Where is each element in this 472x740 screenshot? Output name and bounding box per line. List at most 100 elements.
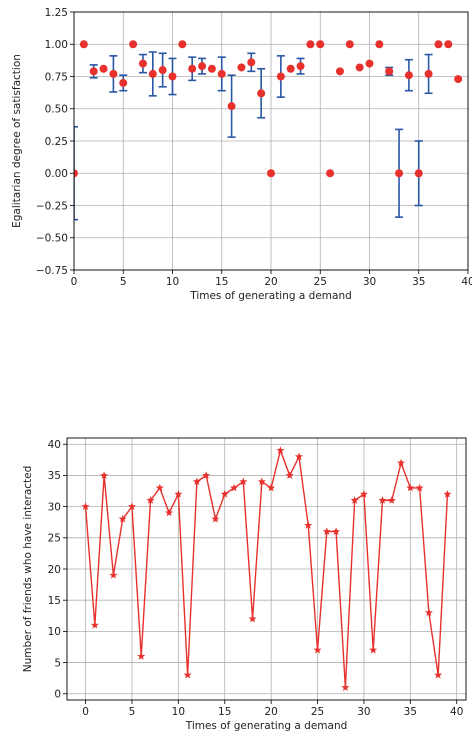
data-point-18 [248,614,257,623]
y-tick-label-5: 25 [48,533,61,545]
data-point-38 [444,40,453,49]
data-point-9 [158,66,167,75]
x-tick-label-4: 20 [264,706,277,718]
data-point-32 [385,67,394,76]
data-point-21 [276,72,285,81]
data-point-3 [109,571,118,579]
data-point-6 [129,40,138,49]
data-point-30 [365,59,374,68]
y-tick-label-2: 10 [48,626,61,638]
y-tick-label-0: 0 [54,689,61,701]
y-axis-label: Number of friends who have interacted [22,466,34,673]
data-point-22 [286,64,295,73]
data-point-0 [81,502,90,511]
data-point-35 [406,483,415,492]
data-point-32 [378,496,387,504]
data-point-33 [395,169,404,178]
x-tick-label-4: 20 [264,276,277,288]
data-point-14 [207,64,216,73]
x-tick-label-8: 40 [450,706,463,718]
x-tick-label-1: 5 [120,276,127,288]
data-point-25 [313,645,322,654]
data-point-9 [165,508,174,517]
data-point-35 [414,169,423,178]
data-point-4 [118,514,127,523]
data-point-31 [375,40,384,49]
data-point-28 [345,40,354,49]
data-point-7 [138,59,147,68]
x-tick-label-0: 0 [71,276,78,288]
y-tick-label-4: 0.25 [45,136,68,148]
y-axis-label: Egalitarian degree of satisfaction [11,54,23,228]
data-point-28 [341,683,350,691]
y-tick-label-5: 0.50 [45,104,68,116]
x-tick-label-6: 30 [363,276,376,288]
y-tick-label-3: 0.00 [45,168,68,180]
series-line [84,448,449,688]
data-point-23 [294,452,303,461]
y-tick-label-8: 40 [48,439,61,451]
x-tick-label-1: 5 [129,706,136,718]
data-point-29 [355,63,364,72]
data-point-16 [227,102,236,111]
data-point-34 [404,71,413,80]
data-point-21 [276,446,285,454]
y-tick-label-1: 5 [54,657,61,669]
x-tick-label-6: 30 [357,706,370,718]
data-point-17 [239,477,248,486]
data-point-8 [155,483,164,492]
data-point-2 [89,67,98,76]
data-point-3 [99,64,108,73]
data-point-36 [415,483,424,492]
data-point-27 [332,527,341,535]
y-tick-label-2: −0.25 [36,200,68,212]
data-point-16 [230,483,239,492]
data-point-27 [335,67,344,76]
y-tick-label-7: 35 [48,470,61,482]
data-point-31 [369,645,378,654]
data-point-4 [109,69,118,78]
y-tick-label-8: 1.25 [45,7,68,19]
data-point-36 [424,69,433,78]
data-point-0 [74,169,78,178]
y-tick-label-0: −0.75 [36,265,68,277]
data-point-1 [79,40,88,49]
data-point-20 [267,483,276,492]
x-tick-label-5: 25 [314,276,327,288]
data-point-15 [217,69,226,78]
data-point-37 [424,608,433,617]
y-tick-label-6: 0.75 [45,71,68,83]
y-tick-label-6: 30 [48,501,61,513]
data-point-39 [454,75,463,84]
data-point-12 [188,64,197,73]
data-point-13 [202,471,211,479]
data-point-37 [434,40,443,49]
data-point-26 [326,169,335,178]
data-point-18 [247,58,256,67]
data-point-30 [359,489,368,498]
data-point-8 [148,69,157,78]
x-tick-label-5: 25 [311,706,324,718]
x-tick-label-2: 10 [166,276,179,288]
data-point-12 [192,477,201,486]
data-point-33 [387,496,396,504]
x-tick-label-3: 15 [215,276,228,288]
x-axis-label: Times of generating a demand [185,720,348,732]
data-point-22 [285,471,294,479]
chart-satisfaction: 0 5 10 15 20 25 30 35 40 −0.75 −0.50 −0.25 0.00 0.25 0… [11,7,472,302]
data-point-10 [174,489,183,498]
y-tick-label-3: 15 [48,595,61,607]
data-point-11 [178,40,187,49]
data-point-1 [90,620,99,629]
data-layer [74,40,463,221]
plot-frame [73,11,469,271]
data-point-11 [183,670,192,679]
data-point-5 [127,502,136,511]
data-point-26 [322,527,331,535]
x-tick-label-7: 35 [404,706,417,718]
y-tick-label-1: −0.50 [36,233,68,245]
x-tick-label-8: 40 [461,276,472,288]
data-point-25 [316,40,325,49]
data-point-24 [304,521,313,529]
x-tick-label-7: 35 [412,276,425,288]
